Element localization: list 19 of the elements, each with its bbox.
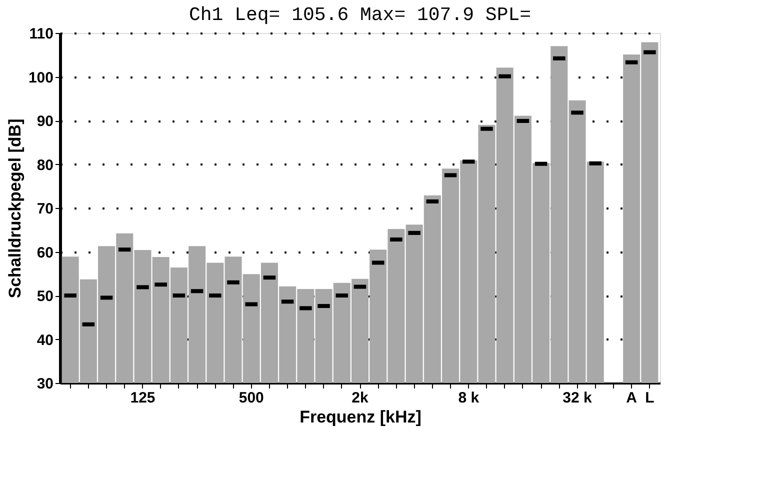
y-axis-title: Schalldruckpegel [dB] — [5, 118, 24, 298]
x-tick-label: L — [645, 390, 654, 406]
y-tick-label: 90 — [36, 113, 54, 130]
x-tick-label: 2k — [352, 390, 369, 406]
x-tick-label: 32 k — [562, 390, 593, 406]
x-tick-label: 125 — [130, 390, 156, 406]
x-axis-title: Frequenz [kHz] — [300, 408, 422, 426]
y-tick-label: 100 — [28, 69, 54, 86]
y-tick-label: 30 — [36, 376, 54, 392]
x-tick-label: 500 — [238, 390, 264, 406]
x-tick-label: A — [626, 390, 638, 406]
y-tick-label: 60 — [36, 244, 54, 262]
y-tick-label: 50 — [36, 288, 54, 305]
chart-title: Ch1 Leq= 105.6 Max= 107.9 SPL= — [188, 4, 532, 26]
y-tick-label: 110 — [29, 26, 54, 42]
y-tick-label: 40 — [36, 332, 54, 349]
x-tick-label: 8 k — [458, 390, 480, 406]
y-tick-label: 80 — [36, 156, 54, 174]
y-tick-label: 70 — [36, 200, 54, 218]
